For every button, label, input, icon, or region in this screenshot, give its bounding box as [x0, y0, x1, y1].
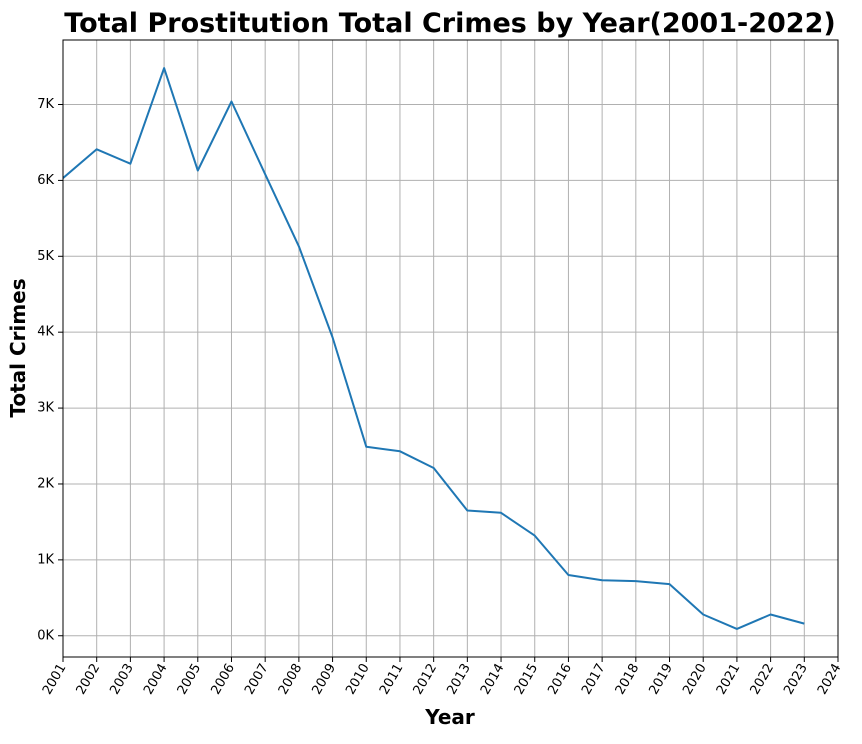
x-tick-label: 2005 — [175, 661, 205, 697]
x-tick-label: 2015 — [512, 661, 542, 697]
x-tick-label: 2018 — [613, 661, 643, 697]
y-tick-label: 2K — [37, 476, 54, 491]
y-tick-label: 5K — [37, 249, 54, 264]
x-tick-label: 2003 — [107, 661, 137, 697]
y-axis: 0K 1K 2K 3K 4K 5K 6K 7K — [37, 97, 63, 643]
x-tick-label: 2013 — [444, 661, 474, 697]
x-tick-label: 2004 — [141, 661, 171, 697]
x-tick-label: 2007 — [242, 661, 272, 697]
x-tick-label: 2022 — [748, 661, 778, 697]
series-line — [63, 67, 805, 630]
x-tick-label: 2001 — [40, 661, 70, 697]
x-tick-label: 2014 — [478, 661, 508, 697]
grid — [62, 40, 839, 657]
x-tick-label: 2021 — [714, 661, 744, 697]
x-tick-label: 2008 — [276, 661, 306, 697]
x-tick-label: 2002 — [74, 661, 104, 697]
y-tick-label: 3K — [37, 401, 54, 416]
chart-title: Total Prostitution Total Crimes by Year(… — [64, 8, 835, 39]
plot-frame — [62, 39, 839, 658]
x-tick-label: 2019 — [646, 661, 676, 697]
x-tick-label: 2011 — [377, 661, 407, 697]
x-tick-label: 2006 — [208, 661, 238, 697]
x-tick-label: 2009 — [310, 661, 340, 697]
x-tick-label: 2024 — [815, 661, 845, 697]
x-tick-label: 2012 — [411, 661, 441, 697]
y-tick-label: 1K — [37, 552, 54, 567]
y-axis-title: Total Crimes — [6, 278, 30, 417]
x-tick-label: 2016 — [545, 661, 575, 697]
x-tick-label: 2020 — [680, 661, 710, 697]
x-axis: 2001 2002 2003 2004 2005 2006 2007 2008 2009 2010… — [40, 657, 845, 697]
x-tick-label: 2017 — [579, 661, 609, 697]
y-tick-label: 0K — [37, 628, 54, 643]
y-tick-label: 6K — [37, 173, 54, 188]
y-tick-label: 4K — [37, 325, 54, 340]
x-tick-label: 2010 — [343, 661, 373, 697]
y-tick-label: 7K — [37, 97, 54, 112]
x-axis-title: Year — [424, 705, 475, 729]
series-layer — [63, 67, 805, 630]
x-tick-label: 2023 — [781, 661, 811, 697]
